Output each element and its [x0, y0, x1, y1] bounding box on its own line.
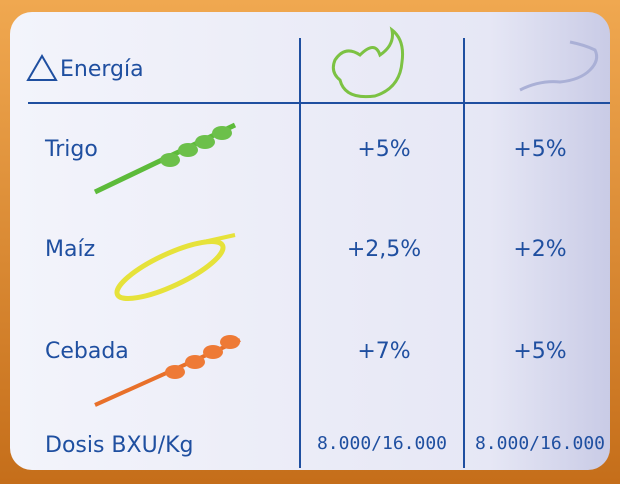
barley-icon: [94, 335, 241, 407]
pig-icon: [519, 40, 599, 92]
corn-icon: [114, 233, 236, 301]
cell-value: +2,5%: [347, 237, 421, 262]
wheat-icon: [93, 122, 237, 195]
cell-value: 8.000/16.000: [317, 433, 447, 454]
chicken-icon: [331, 26, 404, 99]
panel: [10, 12, 610, 470]
header-title: Energía: [60, 57, 144, 82]
cell-value: +5%: [513, 339, 566, 364]
cell-value: +5%: [357, 137, 410, 162]
cell-value: 8.000/16.000: [475, 433, 605, 454]
row-label: Dosis BXU/Kg: [45, 433, 194, 458]
row-label: Trigo: [44, 137, 98, 162]
delta-icon: [26, 54, 58, 81]
cell-value: +5%: [513, 137, 566, 162]
row-label: Cebada: [45, 339, 129, 364]
cell-value: +7%: [357, 339, 410, 364]
cell-value: +2%: [513, 237, 566, 262]
row-label: Maíz: [45, 237, 95, 262]
